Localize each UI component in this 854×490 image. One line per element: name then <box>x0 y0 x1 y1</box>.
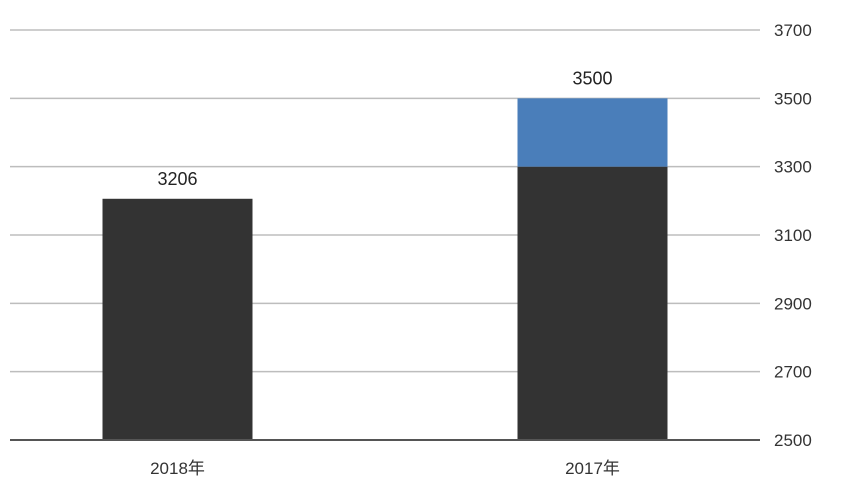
bar-2017年-1 <box>517 98 668 167</box>
y-tick-label: 2500 <box>774 431 812 450</box>
y-tick-label: 3100 <box>774 226 812 245</box>
y-tick-label: 3300 <box>774 158 812 177</box>
y-tick-label: 3500 <box>774 89 812 108</box>
y-tick-label: 2900 <box>774 294 812 313</box>
data-label: 3500 <box>572 68 612 88</box>
y-axis-ticks: 2500 2700 2900 3100 3300 3500 3700 <box>774 21 812 450</box>
y-tick-label: 2700 <box>774 363 812 382</box>
bar-2017年-0 <box>517 166 668 440</box>
y-tick-label: 3700 <box>774 21 812 40</box>
data-label: 3206 <box>157 169 197 189</box>
x-axis-categories: 2018年 2017年 <box>150 459 620 478</box>
category-label: 2017年 <box>565 459 620 478</box>
data-labels: 3206 3500 <box>157 68 612 188</box>
category-label: 2018年 <box>150 459 205 478</box>
bars <box>102 98 668 440</box>
bar-2018年-0 <box>102 198 253 440</box>
